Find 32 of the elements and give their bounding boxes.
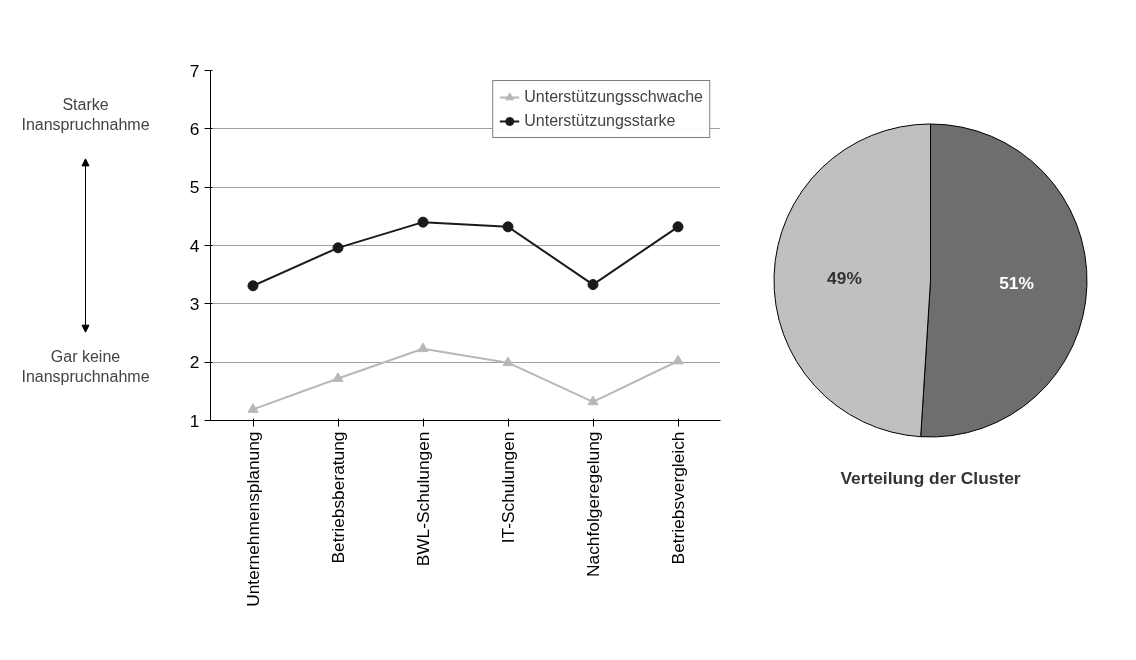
y-tick-label: 3 bbox=[189, 293, 200, 314]
point bbox=[247, 280, 259, 292]
y-tick-label: 4 bbox=[189, 235, 200, 256]
point bbox=[672, 221, 684, 233]
y-tick-label: 5 bbox=[189, 177, 200, 198]
x-tick-label: BWL-Schulungen bbox=[413, 431, 433, 567]
point bbox=[417, 216, 429, 228]
data-label: 49% bbox=[827, 267, 862, 288]
x-tick-label: Betriebsvergleich bbox=[668, 431, 688, 565]
point bbox=[417, 342, 429, 353]
data-label: 51% bbox=[999, 273, 1034, 294]
y-tick-label: 7 bbox=[189, 60, 200, 81]
text: Gar keine Inanspruchnahme bbox=[21, 348, 150, 386]
y-tick-label: 2 bbox=[189, 352, 200, 373]
x-tick-label: Nachfolgeregelung bbox=[583, 431, 603, 577]
y-tick-label: 6 bbox=[189, 118, 200, 139]
point bbox=[332, 372, 344, 382]
x-tick-label: Unternehmensplanung bbox=[243, 431, 263, 607]
text: Verteilung der Cluster bbox=[840, 467, 1021, 488]
legend-label: Unterstützungsschwache bbox=[524, 88, 703, 106]
x-tick-label: IT-Schulungen bbox=[498, 431, 518, 544]
legend-label: Unterstützungsstarke bbox=[524, 112, 676, 130]
text: Starke Inanspruchnahme bbox=[21, 95, 150, 133]
point bbox=[587, 279, 599, 291]
point bbox=[672, 354, 684, 365]
point bbox=[247, 403, 259, 413]
point bbox=[502, 221, 514, 233]
point bbox=[332, 242, 344, 254]
point bbox=[502, 356, 514, 367]
x-tick-label: Betriebsberatung bbox=[328, 431, 348, 564]
y-tick-label: 1 bbox=[189, 410, 200, 431]
point bbox=[587, 395, 599, 406]
